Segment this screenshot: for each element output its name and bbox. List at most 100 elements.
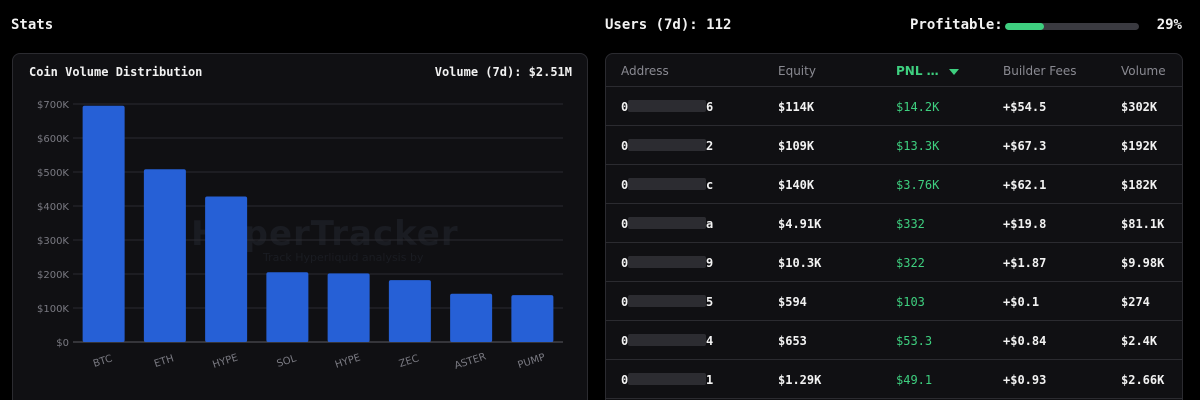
table-row[interactable]: 0 9 $10.3K $322 +$1.87 $9.98K xyxy=(606,243,1182,282)
profitable-percent: 29% xyxy=(1156,17,1182,33)
table-row[interactable]: 0 5 $594 $103 +$0.1 $274 xyxy=(606,282,1182,321)
table-row[interactable]: 0 4 $653 $53.3 +$0.84 $2.4K xyxy=(606,321,1182,360)
address-redaction xyxy=(628,256,706,268)
y-tick-label: $100K xyxy=(37,304,69,315)
column-header-pnl[interactable]: PNL … xyxy=(896,64,959,78)
pnl-cell: $49.1 xyxy=(896,373,933,387)
address-prefix: 0 xyxy=(621,217,629,231)
pnl-cell: $53.3 xyxy=(896,334,933,348)
x-tick-label: HYPE xyxy=(211,352,239,370)
address-prefix: 0 xyxy=(621,334,629,348)
column-header-pnl-label: PNL … xyxy=(896,64,939,78)
chart-watermark-subtitle: Track Hyperliquid analysis by xyxy=(263,251,424,264)
address-suffix: c xyxy=(706,178,714,192)
column-header-volume[interactable]: Volume xyxy=(1121,64,1166,78)
builder-fees-cell: +$54.5 xyxy=(1003,100,1047,114)
profitable-progress-bar xyxy=(1005,23,1139,30)
users-count: Users (7d): 112 xyxy=(605,17,732,33)
equity-cell: $653 xyxy=(778,334,807,348)
builder-fees-cell: +$0.93 xyxy=(1003,373,1047,387)
profitable-progress-fill xyxy=(1005,23,1044,30)
x-tick-label: ASTER xyxy=(453,351,487,372)
address-suffix: 9 xyxy=(706,256,714,270)
equity-cell: $1.29K xyxy=(778,373,822,387)
address-redaction xyxy=(628,139,706,151)
builder-fees-cell: +$62.1 xyxy=(1003,178,1047,192)
pnl-cell: $332 xyxy=(896,217,925,231)
builder-fees-cell: +$1.87 xyxy=(1003,256,1047,270)
pnl-cell: $322 xyxy=(896,256,925,270)
address-suffix: 2 xyxy=(706,139,714,153)
chart-volume-total: Volume (7d): $2.51M xyxy=(434,65,572,79)
column-header-builder-fees[interactable]: Builder Fees xyxy=(1003,64,1077,78)
volume-cell: $2.66K xyxy=(1121,373,1165,387)
x-tick-label: SOL xyxy=(275,353,298,370)
pnl-cell: $14.2K xyxy=(896,100,940,114)
pnl-cell: $103 xyxy=(896,295,925,309)
stats-title: Stats xyxy=(11,17,54,33)
volume-cell: $302K xyxy=(1121,100,1158,114)
coin-volume-chart: $0 $100K $200K $300K $400K $500K $600K $700K BTC… xyxy=(37,100,563,372)
address-redaction xyxy=(628,373,706,385)
address-prefix: 0 xyxy=(621,295,629,309)
y-tick-label: $300K xyxy=(37,236,69,247)
address-suffix: 6 xyxy=(706,100,714,114)
address-redaction xyxy=(628,334,706,346)
bar-zec xyxy=(388,280,431,342)
bar-btc xyxy=(82,105,125,342)
address-prefix: 0 xyxy=(621,373,629,387)
bar-aster xyxy=(450,293,493,342)
address-suffix: 4 xyxy=(706,334,714,348)
builder-fees-cell: +$67.3 xyxy=(1003,139,1047,153)
x-tick-label: PUMP xyxy=(517,352,547,371)
equity-cell: $140K xyxy=(778,178,815,192)
equity-cell: $4.91K xyxy=(778,217,822,231)
address-redaction xyxy=(628,217,706,229)
volume-cell: $274 xyxy=(1121,295,1150,309)
table-header: Address Equity PNL … Builder Fees Volume xyxy=(606,54,1182,87)
builder-fees-cell: +$19.8 xyxy=(1003,217,1047,231)
volume-cell: $9.98K xyxy=(1121,256,1165,270)
y-tick-label: $200K xyxy=(37,270,69,281)
column-header-address[interactable]: Address xyxy=(621,64,669,78)
volume-cell: $81.1K xyxy=(1121,217,1165,231)
address-suffix: 5 xyxy=(706,295,714,309)
address-suffix: a xyxy=(706,217,714,231)
table-row[interactable]: 0 c $140K $3.76K +$62.1 $182K xyxy=(606,165,1182,204)
volume-cell: $192K xyxy=(1121,139,1158,153)
bar-eth xyxy=(143,169,186,342)
chart-card: HyperTracker Track Hyperliquid analysis … xyxy=(12,53,588,400)
x-tick-label: HYPE xyxy=(334,352,362,370)
table-row[interactable]: 0 6 $114K $14.2K +$54.5 $302K xyxy=(606,87,1182,126)
builder-fees-cell: +$0.84 xyxy=(1003,334,1047,348)
bar-hype xyxy=(327,273,370,342)
table-row[interactable]: 0 2 $109K $13.3K +$67.3 $192K xyxy=(606,126,1182,165)
table-row[interactable]: 0 a $4.91K $332 +$19.8 $81.1K xyxy=(606,204,1182,243)
y-tick-label: $700K xyxy=(37,100,69,111)
address-suffix: 1 xyxy=(706,373,714,387)
address-redaction xyxy=(628,100,706,112)
table-body: 0 6 $114K $14.2K +$54.5 $302K 0 2 $109K $13.3K +$6… xyxy=(606,87,1182,399)
equity-cell: $594 xyxy=(778,295,807,309)
y-tick-label: $400K xyxy=(37,202,69,213)
bar-hype xyxy=(205,196,248,342)
column-header-equity[interactable]: Equity xyxy=(778,64,816,78)
bar-pump xyxy=(511,295,554,342)
y-tick-label: $600K xyxy=(37,134,69,145)
traders-table: Address Equity PNL … Builder Fees Volume… xyxy=(605,53,1183,400)
address-redaction xyxy=(628,295,706,307)
address-prefix: 0 xyxy=(621,178,629,192)
equity-cell: $114K xyxy=(778,100,815,114)
sort-descending-icon[interactable] xyxy=(948,68,959,75)
profitable-label: Profitable: xyxy=(910,17,1003,33)
pnl-cell: $13.3K xyxy=(896,139,940,153)
x-tick-label: ZEC xyxy=(398,353,421,370)
volume-cell: $2.4K xyxy=(1121,334,1158,348)
bar-sol xyxy=(266,272,309,342)
table-row[interactable]: 0 1 $1.29K $49.1 +$0.93 $2.66K xyxy=(606,360,1182,399)
address-prefix: 0 xyxy=(621,139,629,153)
pnl-cell: $3.76K xyxy=(896,178,940,192)
volume-cell: $182K xyxy=(1121,178,1158,192)
equity-cell: $109K xyxy=(778,139,815,153)
address-prefix: 0 xyxy=(621,256,629,270)
